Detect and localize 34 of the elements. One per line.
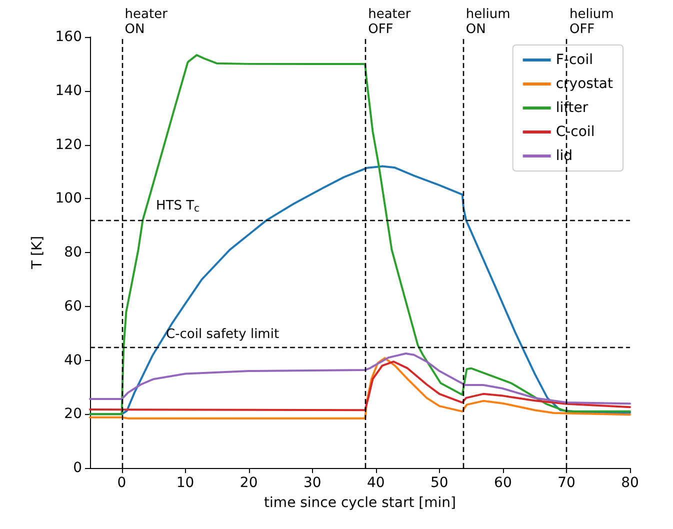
ref-line-label: helium OFF <box>569 7 614 37</box>
y-tick-label: 60 <box>64 298 82 314</box>
x-tick-label: 0 <box>117 475 126 491</box>
x-tick-label: 50 <box>430 475 448 491</box>
y-tick-label: 0 <box>73 460 82 476</box>
y-tick-label: 20 <box>64 406 82 422</box>
legend-label: lid <box>556 148 573 164</box>
x-tick-label: 40 <box>366 475 385 491</box>
x-tick-label: 10 <box>176 475 194 491</box>
y-tick-label: 140 <box>55 82 82 99</box>
x-tick-label: 30 <box>303 475 322 491</box>
x-tick-label: 20 <box>240 475 258 491</box>
line-series <box>89 357 631 420</box>
legend-label: cryostat <box>556 76 614 92</box>
y-tick-label: 80 <box>64 244 82 260</box>
legend-label: F-coil <box>556 52 593 68</box>
y-axis-title: T [K] <box>29 236 46 270</box>
x-tick-label: 70 <box>558 475 576 491</box>
y-tick-label: 40 <box>64 352 82 368</box>
line-series <box>89 360 631 412</box>
ref-line-label: helium ON <box>466 7 510 37</box>
x-tick-label: 80 <box>621 475 639 491</box>
y-tick-label: 120 <box>55 136 82 153</box>
y-tick-label: 160 <box>55 29 82 45</box>
x-tick-label: 60 <box>494 475 512 491</box>
y-tick-label: 100 <box>55 190 82 207</box>
line-series <box>89 352 631 405</box>
ref-line-label: heater OFF <box>368 7 412 37</box>
line-series <box>89 54 631 416</box>
ref-line-label: C-coil safety limit <box>166 326 280 342</box>
ref-line-label: heater ON <box>124 7 168 37</box>
x-axis-title: time since cycle start [min] <box>264 495 456 511</box>
legend-label: C-coil <box>556 124 595 140</box>
legend-label: lifter <box>556 100 588 116</box>
